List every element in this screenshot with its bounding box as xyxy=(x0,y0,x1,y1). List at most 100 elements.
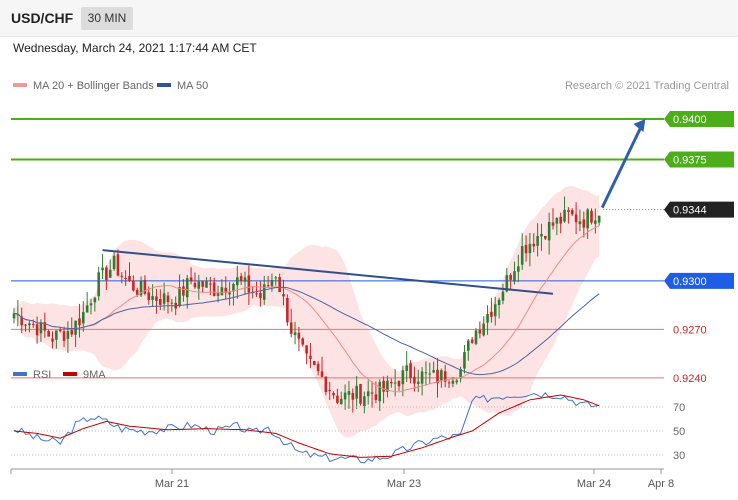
candle-body xyxy=(513,271,516,282)
candle xyxy=(28,321,31,333)
candle-body xyxy=(440,370,443,381)
candle-body xyxy=(443,371,447,382)
candle xyxy=(470,336,474,344)
candle-body xyxy=(324,376,328,393)
candle-body xyxy=(420,371,424,384)
candle-body xyxy=(474,330,478,344)
candle-body xyxy=(416,381,420,384)
candle-body xyxy=(182,286,185,296)
bollinger-band-fill xyxy=(14,185,600,438)
candle-body xyxy=(28,323,31,326)
candle-body xyxy=(343,392,347,400)
candle xyxy=(594,208,597,234)
level-lines xyxy=(11,118,664,379)
legend-rsi: RSI xyxy=(13,369,51,381)
candle xyxy=(590,208,593,225)
candle xyxy=(409,360,412,384)
candle xyxy=(232,282,235,306)
candle-body xyxy=(128,275,131,281)
candle-body xyxy=(547,221,551,241)
candle xyxy=(178,274,181,308)
candle xyxy=(35,316,39,344)
candle-body xyxy=(216,292,220,296)
candle-body xyxy=(424,372,428,374)
candle-body xyxy=(147,292,151,301)
candle-body xyxy=(544,235,547,239)
trendline xyxy=(102,249,554,295)
candle xyxy=(455,378,459,385)
level-label-0.9344: 0.9344 xyxy=(673,205,707,217)
rsi-swatch xyxy=(13,372,27,377)
candle-body xyxy=(101,267,104,271)
candle xyxy=(486,305,489,335)
level-tag-0.9375 xyxy=(664,151,734,168)
candle-body xyxy=(228,292,231,295)
candle xyxy=(332,391,335,399)
ma50-label: MA 50 xyxy=(177,80,209,92)
candle xyxy=(97,266,100,301)
candle xyxy=(320,356,324,378)
candle xyxy=(443,364,447,388)
candle xyxy=(343,384,347,410)
candle xyxy=(85,292,89,313)
candle xyxy=(405,351,408,382)
candle-body xyxy=(89,303,93,306)
candle xyxy=(47,329,50,337)
level-label-0.9270: 0.9270 xyxy=(673,324,707,336)
candle-body xyxy=(590,210,593,223)
candle xyxy=(544,235,547,241)
candle-body xyxy=(467,340,470,351)
ma50-line xyxy=(13,286,600,376)
candles xyxy=(12,196,601,414)
candle xyxy=(282,279,285,306)
rsi-tick-30: 30 xyxy=(673,450,685,462)
candle xyxy=(524,235,528,262)
candle xyxy=(474,328,478,346)
candle xyxy=(155,288,158,314)
candle-body xyxy=(162,293,166,304)
candle xyxy=(390,378,393,388)
candle-body xyxy=(20,316,23,326)
candle xyxy=(528,232,532,267)
candle-body xyxy=(282,294,285,297)
candle-body xyxy=(151,296,154,301)
candle-body xyxy=(470,339,474,343)
candle xyxy=(447,380,451,389)
candle-body xyxy=(159,299,162,305)
candle xyxy=(216,285,220,303)
candle xyxy=(193,272,197,289)
moving-averages xyxy=(13,225,600,393)
candle xyxy=(547,212,551,255)
candle xyxy=(70,317,74,337)
candle xyxy=(297,327,301,351)
candle-body xyxy=(12,313,16,319)
candle xyxy=(313,360,316,366)
rsi-tick-70: 70 xyxy=(673,402,685,414)
timeframe-button[interactable]: 30 MIN xyxy=(81,7,133,30)
candle-body xyxy=(212,282,216,297)
candle-body xyxy=(239,276,243,281)
candle xyxy=(586,208,589,239)
candle-body xyxy=(259,292,262,299)
candle xyxy=(397,380,401,391)
candle-body xyxy=(393,382,397,384)
candle-body xyxy=(105,267,108,281)
candle xyxy=(293,321,297,345)
candle xyxy=(43,312,47,338)
chart-datetime: Wednesday, March 24, 2021 1:17:44 AM CET xyxy=(13,41,257,55)
candle-body xyxy=(74,320,77,335)
candle xyxy=(266,275,270,288)
candle-body xyxy=(555,217,559,224)
candle-body xyxy=(563,209,566,222)
x-tick-label: Mar 21 xyxy=(155,478,189,490)
x-tick-label: Apr 8 xyxy=(648,478,674,490)
candle-body xyxy=(355,385,358,399)
candle xyxy=(378,379,382,412)
candle xyxy=(228,282,231,306)
candle xyxy=(551,208,555,230)
candle xyxy=(440,368,443,388)
candle-body xyxy=(266,285,270,287)
candle-body xyxy=(520,246,524,265)
candle xyxy=(366,380,370,405)
candle xyxy=(139,276,143,297)
